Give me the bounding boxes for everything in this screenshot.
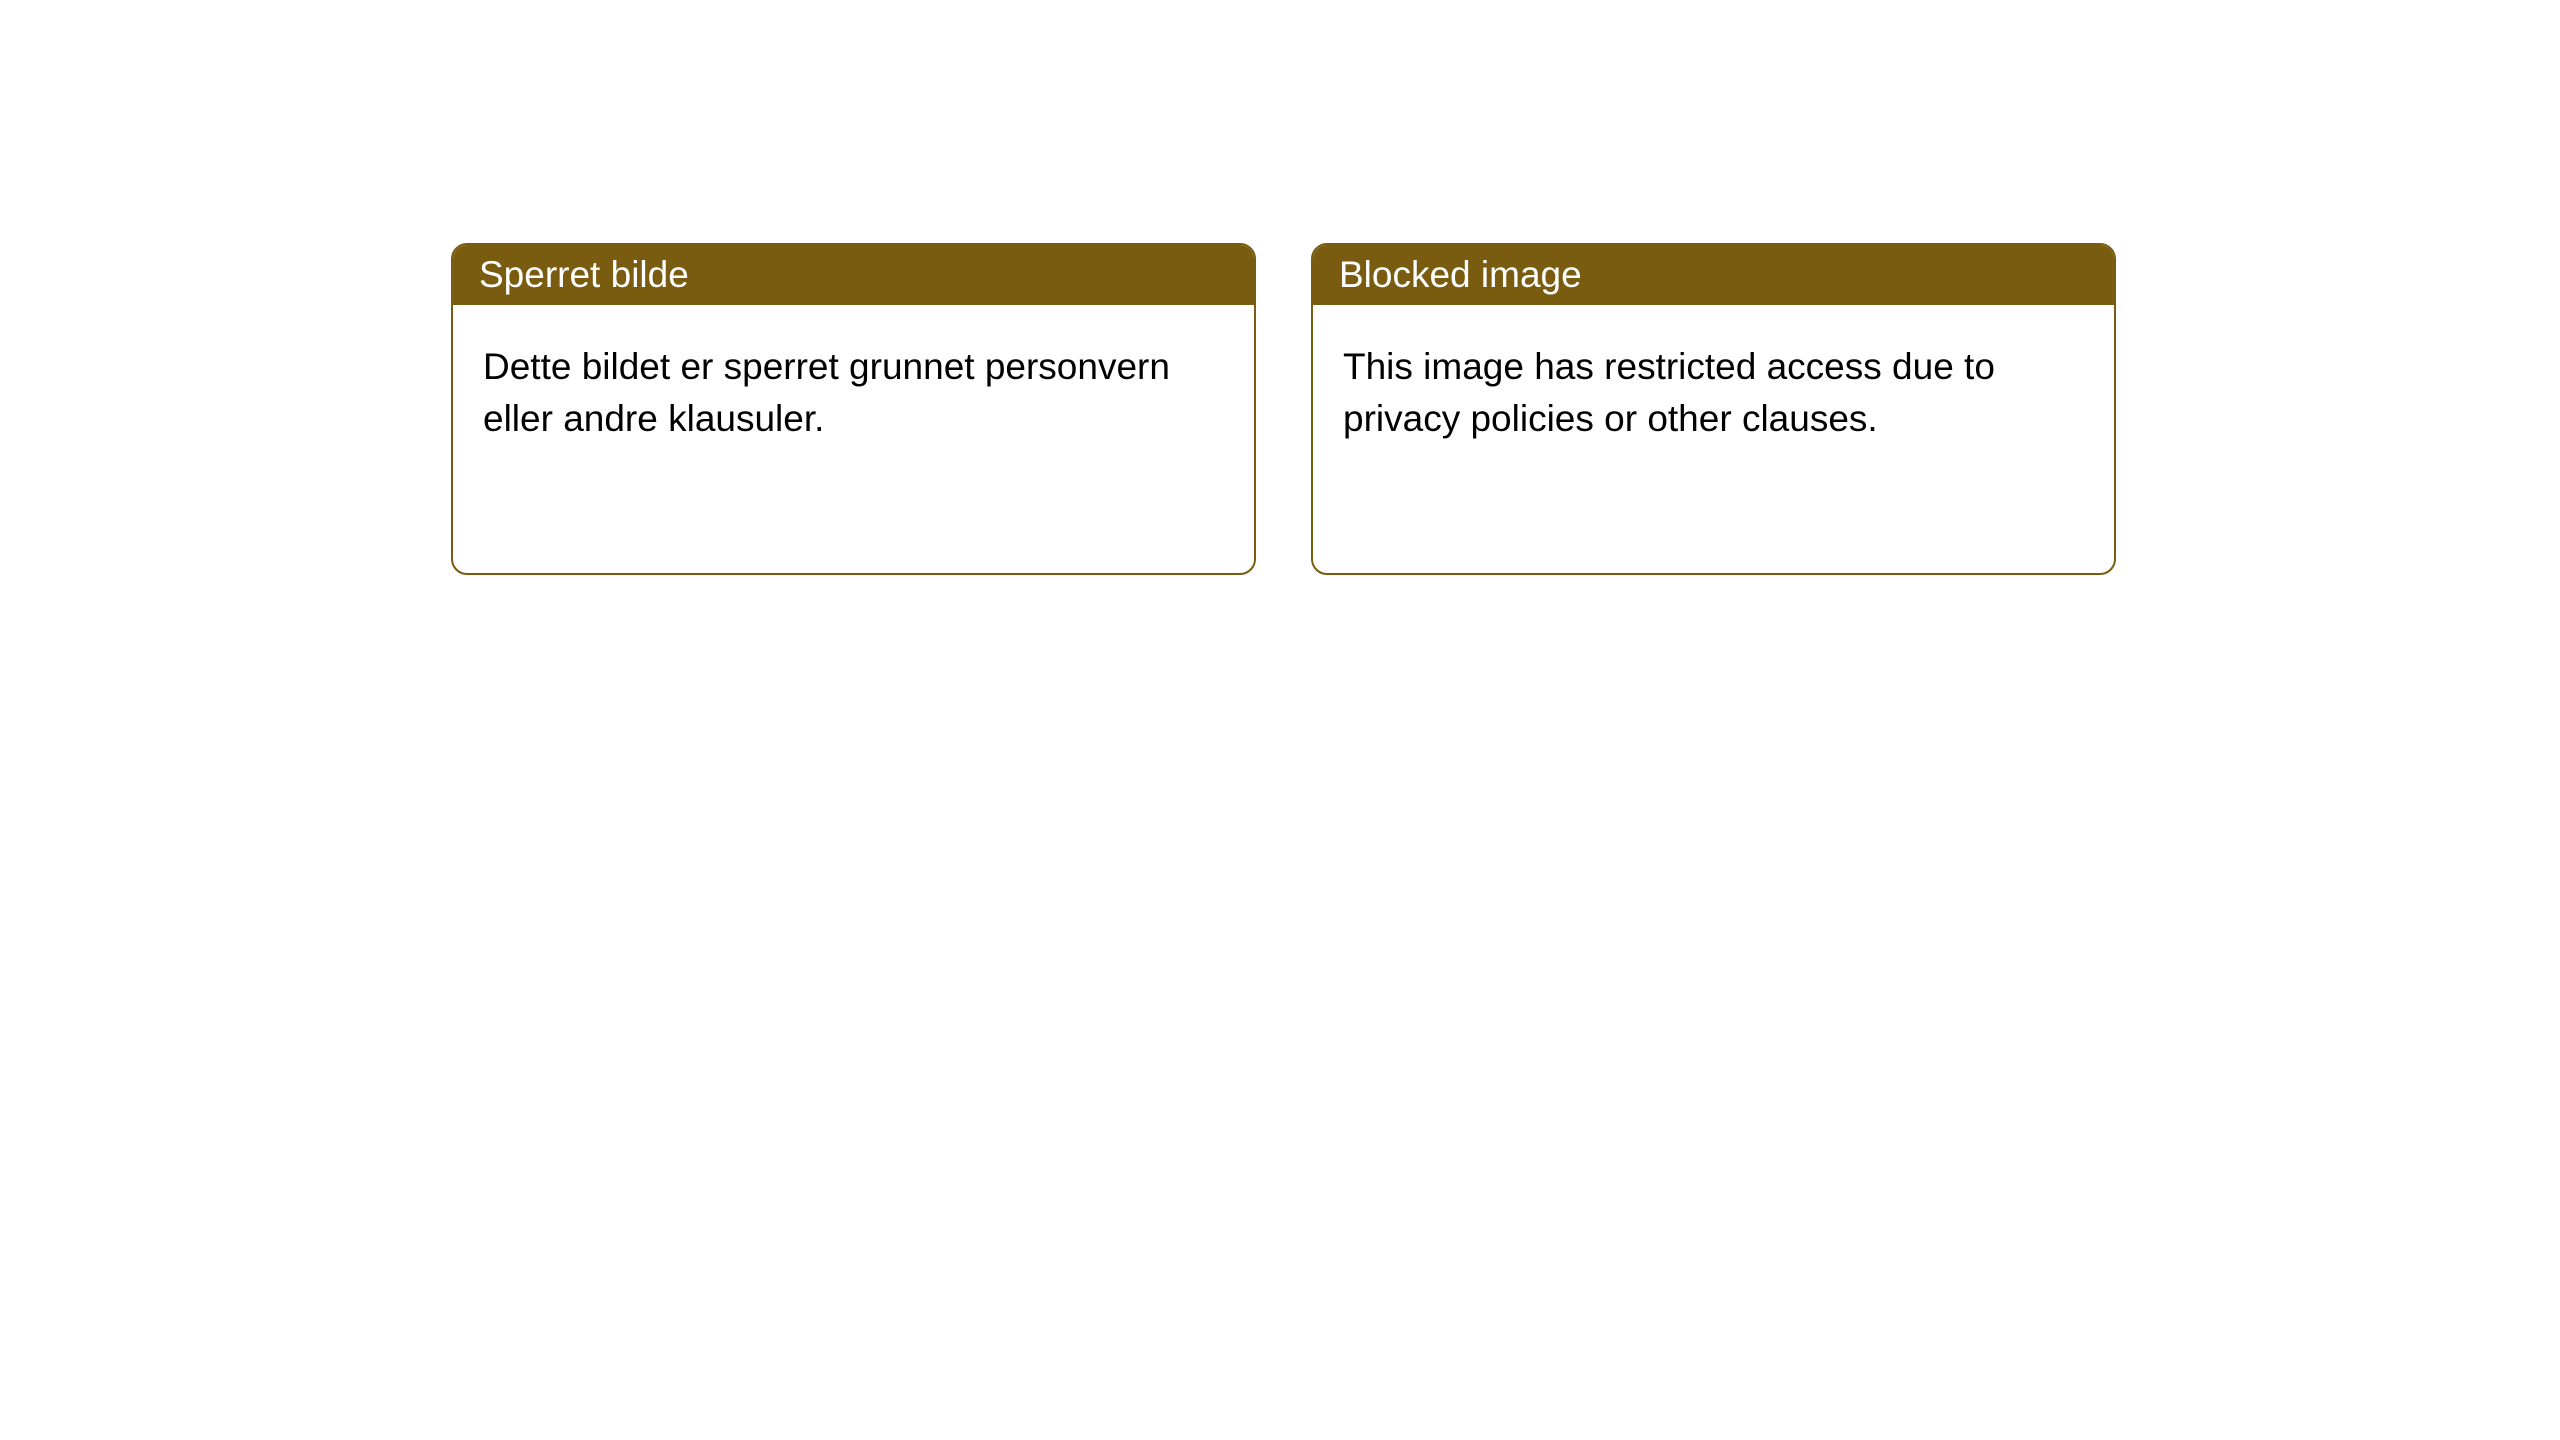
notices-container: Sperret bilde Dette bildet er sperret gr… [0,0,2560,575]
notice-title: Blocked image [1339,254,1582,296]
notice-header: Sperret bilde [453,245,1254,305]
notice-box-norwegian: Sperret bilde Dette bildet er sperret gr… [451,243,1256,575]
notice-box-english: Blocked image This image has restricted … [1311,243,2116,575]
notice-title: Sperret bilde [479,254,689,296]
notice-body: This image has restricted access due to … [1313,305,2114,481]
notice-body-text: This image has restricted access due to … [1343,346,1995,439]
notice-body-text: Dette bildet er sperret grunnet personve… [483,346,1170,439]
notice-header: Blocked image [1313,245,2114,305]
notice-body: Dette bildet er sperret grunnet personve… [453,305,1254,481]
